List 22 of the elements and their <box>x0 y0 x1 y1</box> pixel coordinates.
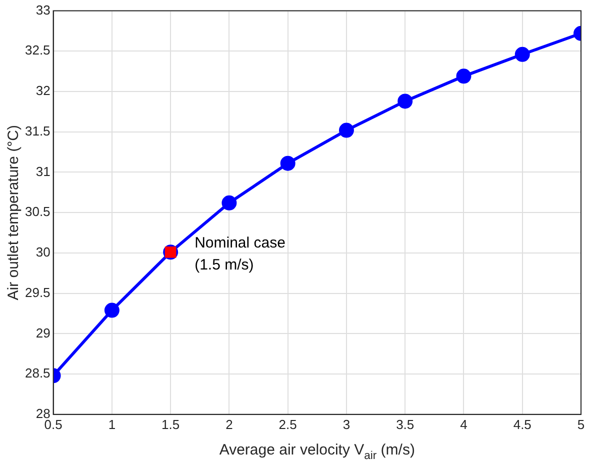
x-tick-label: 3 <box>342 416 350 432</box>
y-tick-label: 33 <box>36 2 50 18</box>
y-tick-label: 30 <box>36 244 50 260</box>
x-tick-label: 2 <box>226 416 233 432</box>
y-tick-label: 29.5 <box>24 284 50 300</box>
x-tick-label: 3.5 <box>396 416 414 432</box>
y-tick-label: 32.5 <box>24 42 50 58</box>
x-tick-label: 1 <box>108 416 116 432</box>
y-tick-label: 28 <box>36 406 50 421</box>
y-tick-label: 32 <box>36 83 50 98</box>
x-tick-label: 1.5 <box>162 416 180 432</box>
y-tick-label: 28.5 <box>24 366 50 381</box>
x-tick-label: 4.5 <box>513 416 532 432</box>
y-axis-title: Air outlet temperature (°C) <box>5 124 22 300</box>
x-tick-label: 5 <box>577 416 585 432</box>
y-tick-label: 30.5 <box>24 204 50 220</box>
x-tick-label: 4 <box>460 416 468 432</box>
y-tick-label: 29 <box>36 325 50 340</box>
annotation: Nominal case (1.5 m/s) <box>194 234 286 274</box>
y-tick-label: 31.5 <box>24 123 50 138</box>
x-tick-label: 2.5 <box>278 416 297 432</box>
y-tick-label: 31 <box>36 164 50 179</box>
